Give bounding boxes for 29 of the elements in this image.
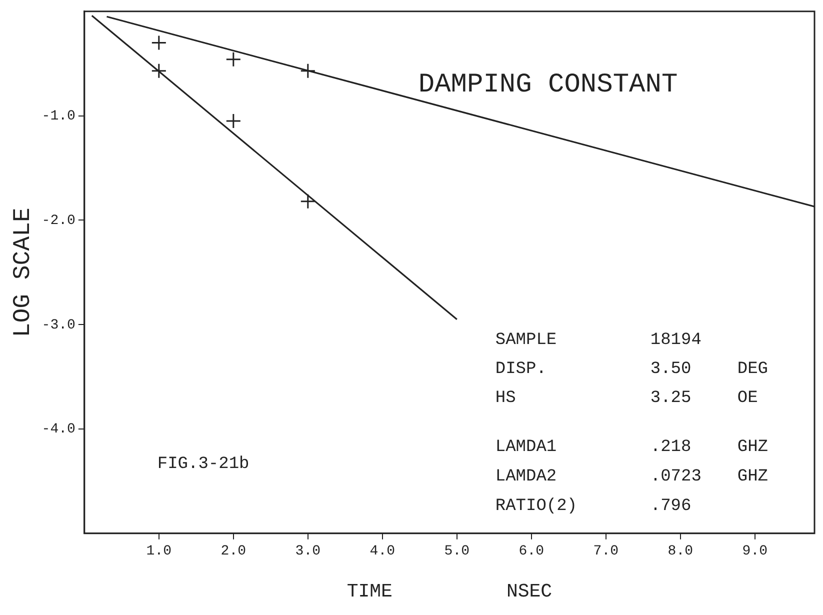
y-axis-title: LOG SCALE (10, 208, 37, 338)
x-tick-label: 9.0 (742, 544, 768, 560)
y-tick-label: -3.0 (42, 317, 76, 334)
point (151, 34, 167, 50)
x-tick-label: 2.0 (220, 544, 246, 560)
x-tick-label: 4.0 (370, 544, 396, 560)
text: SAMPLE 18194 (495, 330, 702, 350)
x-tick-label: 6.0 (518, 544, 544, 560)
x-tick-label: 8.0 (668, 544, 694, 560)
annotation: FIG.3-21b (157, 454, 250, 474)
x-tick-label: 7.0 (593, 544, 619, 560)
x-tick-label: 5.0 (444, 544, 470, 560)
text: HS 3.25 OE (495, 388, 758, 408)
point (226, 113, 242, 129)
x-tick-label: 3.0 (295, 544, 321, 560)
text: LAMDA2 .0723 GHZ (495, 467, 768, 486)
y-tick-label: -4.0 (42, 422, 76, 438)
x-axis-title: TIME NSEC (346, 580, 552, 603)
text: LAMDA1 .218 GHZ (495, 438, 768, 457)
x-tick-label: 1.0 (146, 544, 172, 560)
text: DAMPING CONSTANT (418, 70, 678, 101)
point (300, 63, 316, 79)
y-tick-label: -1.0 (42, 108, 76, 125)
point (226, 52, 242, 68)
text: RATIO(2) .796 (495, 496, 692, 516)
text: DISP. 3.50 DEG (495, 360, 768, 379)
y-tick-label: -2.0 (42, 212, 76, 229)
point (300, 194, 316, 210)
point (151, 63, 167, 79)
